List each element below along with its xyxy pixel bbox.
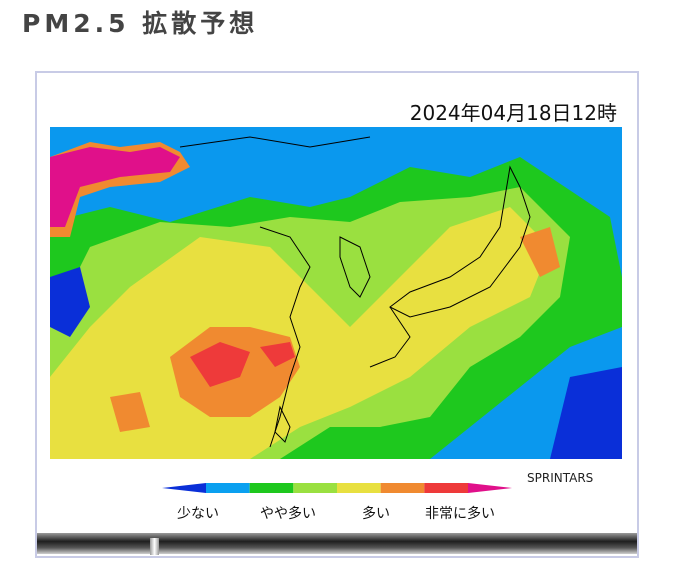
scale-label: 多い [362, 506, 390, 522]
color-scale [162, 483, 512, 493]
scale-label: やや多い [260, 506, 316, 522]
scale-label: 非常に多い [425, 506, 495, 522]
scale-swatch [293, 483, 337, 493]
scale-swatch [249, 483, 294, 493]
scale-swatch [206, 483, 250, 493]
credit: SPRINTARS [527, 471, 594, 485]
scroll-thumb[interactable] [150, 538, 159, 555]
scale-swatch [468, 483, 512, 493]
scale-swatch [424, 483, 468, 493]
scale-label: 少ない [177, 506, 219, 522]
map-panel: 2024年04月18日12時 SPRINTARS 少ない やや多い 多い 非常に多い [35, 71, 639, 558]
scale-swatch [380, 483, 425, 493]
scale-swatch [162, 483, 206, 493]
scrollbar[interactable] [37, 533, 637, 554]
forecast-map [50, 127, 622, 459]
page-title: PM2.5 拡散予想 [22, 9, 259, 38]
timestamp: 2024年04月18日12時 [409, 101, 617, 125]
scale-swatch [337, 483, 381, 493]
